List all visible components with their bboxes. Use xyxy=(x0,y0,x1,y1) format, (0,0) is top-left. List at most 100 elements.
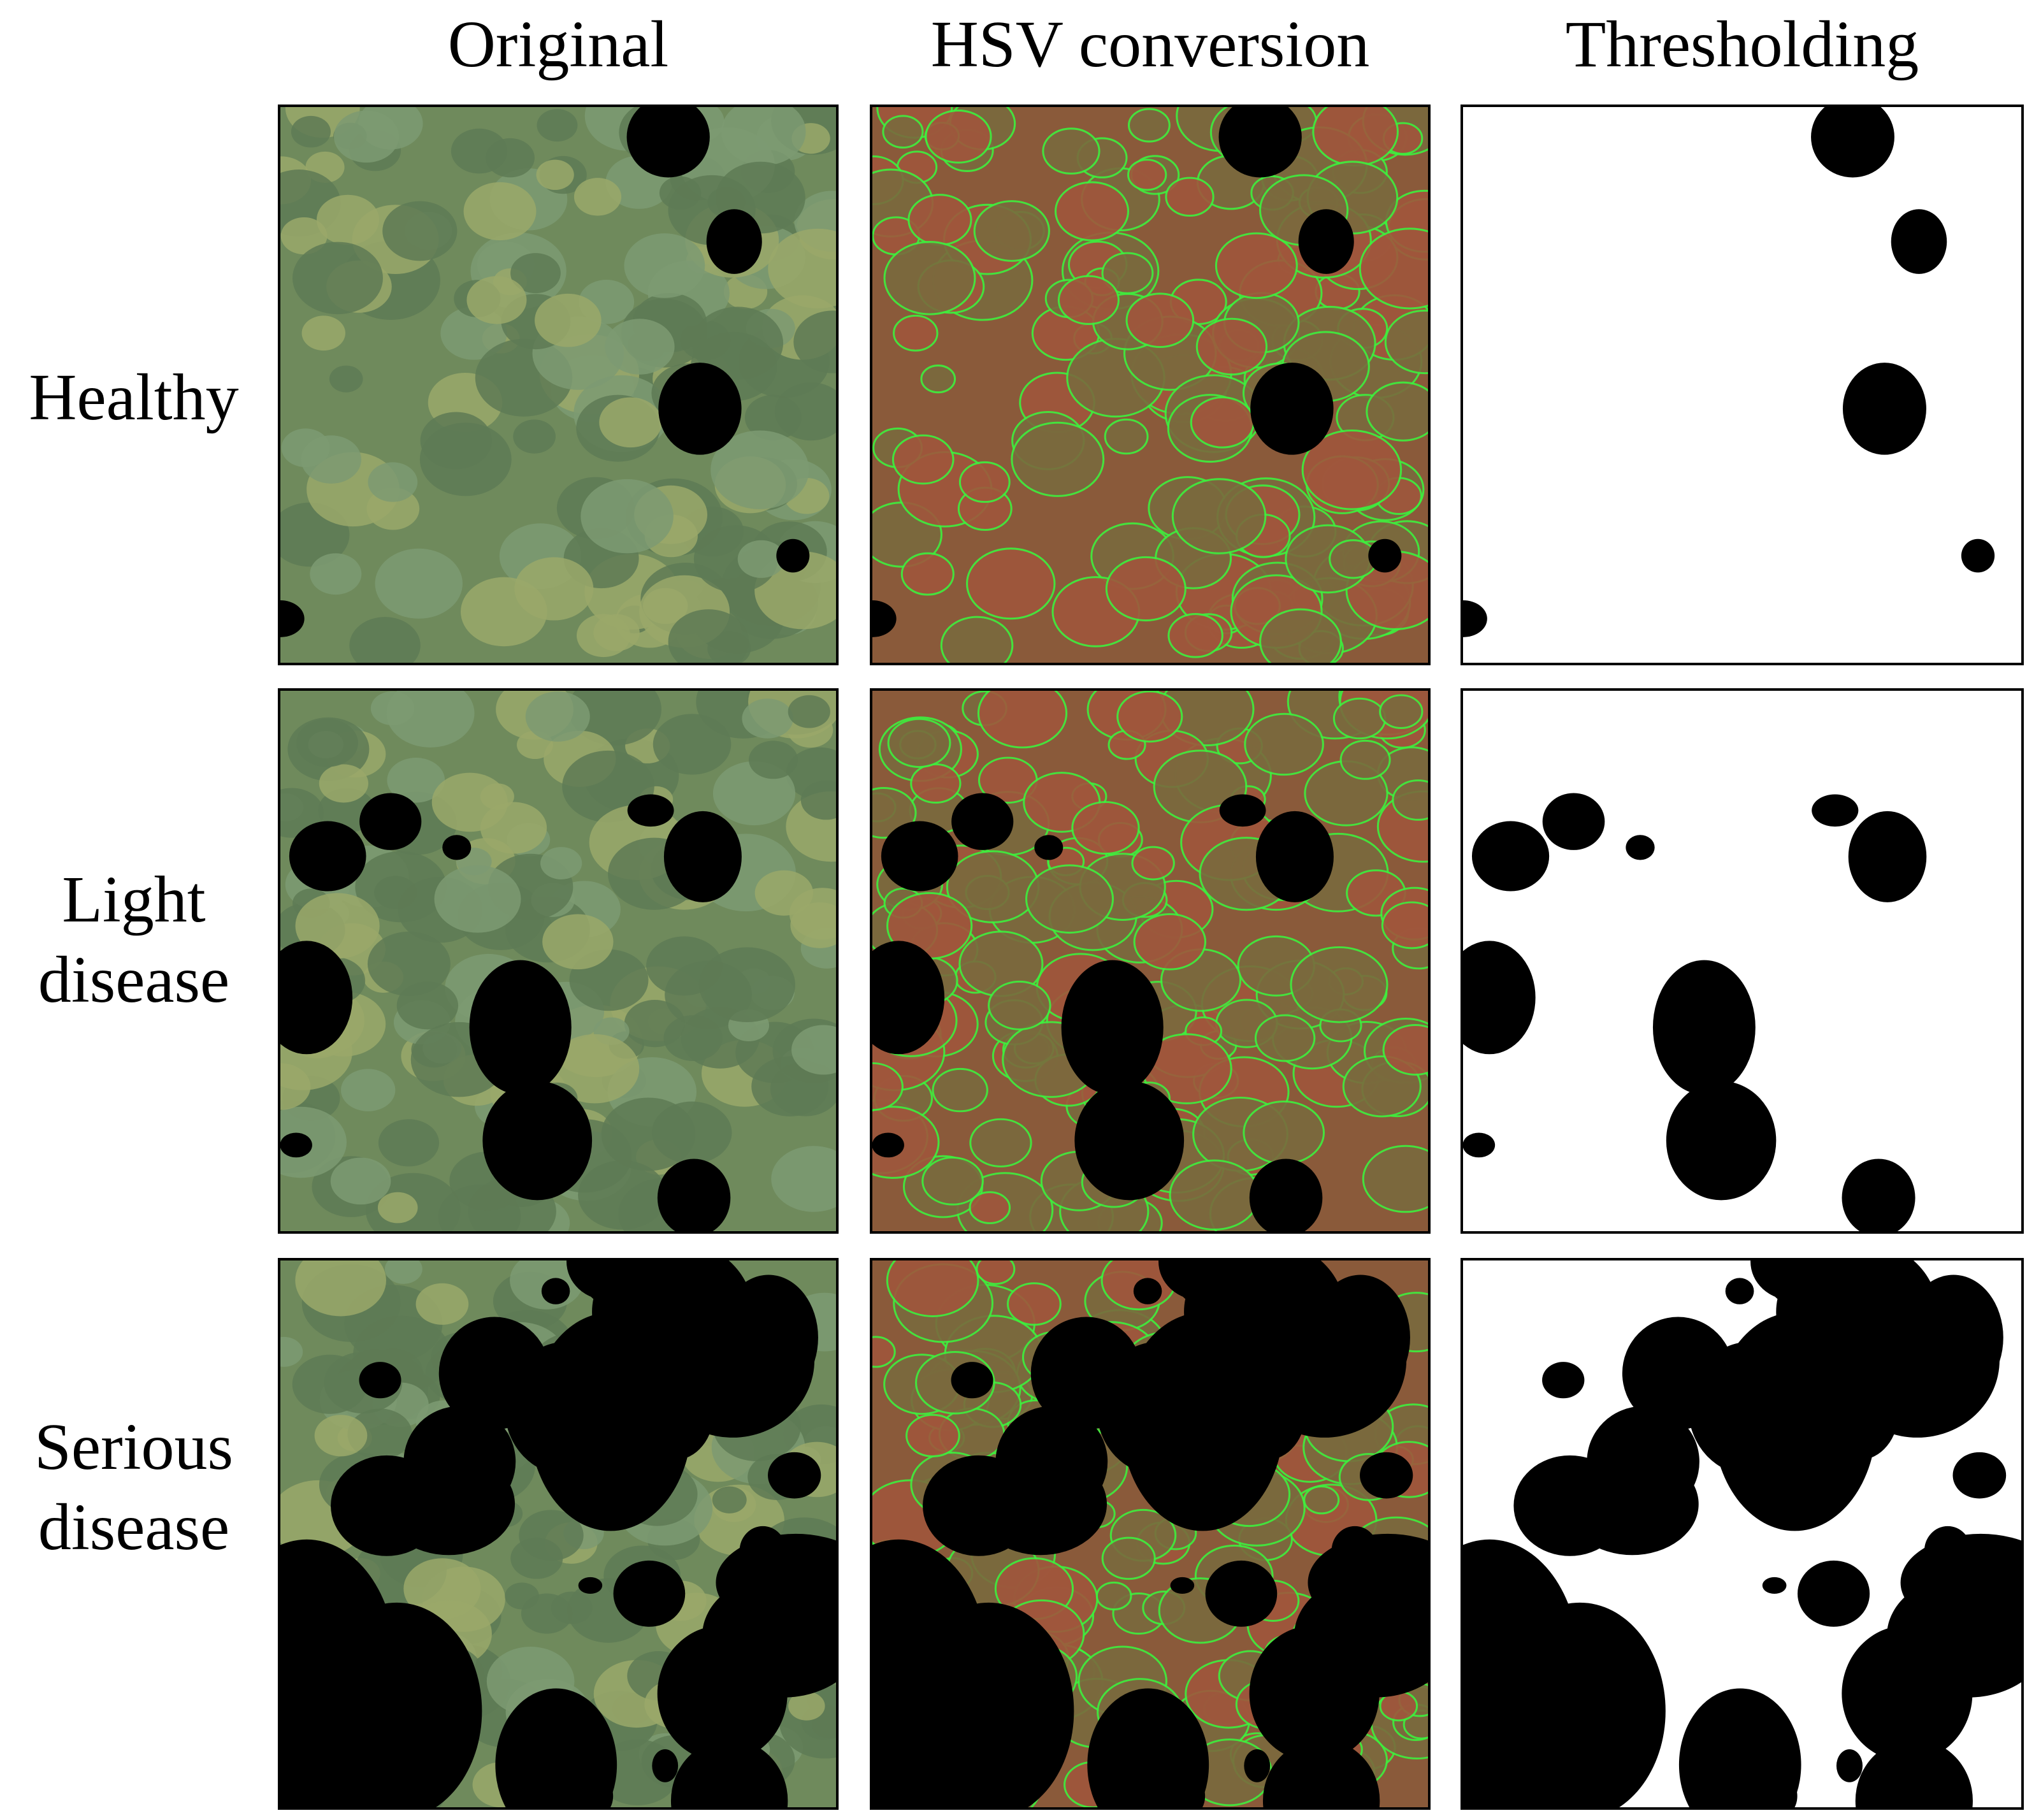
dark-region xyxy=(495,1688,617,1807)
leaf xyxy=(1171,478,1267,554)
leaf xyxy=(793,310,836,373)
leaf xyxy=(368,462,418,502)
leaf xyxy=(663,1015,723,1061)
leaf xyxy=(301,435,362,484)
leaf xyxy=(581,479,674,554)
leaf xyxy=(872,1062,904,1111)
leaf xyxy=(378,1119,440,1167)
leaf xyxy=(653,714,732,775)
dark-region xyxy=(280,1563,326,1610)
leaf xyxy=(1025,864,1114,934)
leaf xyxy=(882,115,924,149)
leaf xyxy=(415,1283,469,1325)
dark-region xyxy=(1675,1019,1703,1041)
leaf xyxy=(1379,694,1424,729)
dark-region xyxy=(1961,538,1995,573)
dark-region xyxy=(1952,1452,2007,1499)
dark-region xyxy=(491,1019,519,1041)
leaf xyxy=(573,178,622,216)
dark-region xyxy=(1762,1577,1787,1594)
leaf xyxy=(1042,127,1100,175)
dark-region xyxy=(1542,1362,1585,1399)
leaf xyxy=(1131,846,1175,881)
leaf xyxy=(1116,691,1183,743)
dark-region xyxy=(1061,960,1164,1095)
leaf xyxy=(788,695,830,728)
leaf xyxy=(742,698,793,739)
leaf xyxy=(1392,779,1428,821)
dark-region xyxy=(1678,1688,1801,1807)
leaf xyxy=(434,865,521,933)
leaf xyxy=(940,616,1014,663)
leaf xyxy=(1105,556,1186,622)
row-label-line: disease xyxy=(38,943,230,1016)
leaf xyxy=(1007,1282,1062,1326)
leaf xyxy=(576,614,631,658)
leaf xyxy=(883,241,976,315)
dark-region xyxy=(716,1533,836,1632)
dark-region xyxy=(872,941,945,1055)
dark-region xyxy=(1170,1577,1195,1594)
leaf xyxy=(1165,177,1215,217)
image-panel xyxy=(870,1258,1431,1810)
dark-region xyxy=(1074,1081,1185,1201)
leaf xyxy=(316,194,380,245)
leaf xyxy=(367,931,451,997)
dark-region xyxy=(324,1633,465,1763)
leaf xyxy=(1071,801,1140,855)
row-label-line: disease xyxy=(38,1491,230,1564)
leaf xyxy=(280,1063,311,1110)
row-label-line: Serious xyxy=(34,1410,233,1484)
leaf xyxy=(920,365,956,394)
leaf xyxy=(451,128,508,174)
leaf xyxy=(280,217,328,255)
leaf xyxy=(605,319,675,375)
dark-region xyxy=(776,538,810,573)
row-label: Light disease xyxy=(0,860,268,1020)
leaf xyxy=(872,1106,940,1179)
dark-region xyxy=(1205,1560,1278,1627)
dark-region xyxy=(541,1278,570,1304)
leaf xyxy=(887,718,951,769)
dark-region xyxy=(657,1625,788,1762)
leaf xyxy=(925,109,992,164)
leaf xyxy=(463,182,537,241)
dark-region xyxy=(1463,1563,1509,1610)
dark-region xyxy=(289,821,366,892)
leaf xyxy=(387,758,445,803)
leaf xyxy=(1169,1159,1260,1231)
row-label-line: Healthy xyxy=(29,361,239,434)
dark-region xyxy=(881,821,958,892)
dark-region xyxy=(706,209,762,274)
leaf xyxy=(466,276,527,324)
leaf xyxy=(1259,608,1342,663)
leaf xyxy=(1290,946,1388,1023)
leaf xyxy=(749,740,798,779)
dark-region xyxy=(916,1633,1057,1763)
image-panel xyxy=(1461,1258,2024,1810)
dark-region xyxy=(657,1159,731,1231)
leaf xyxy=(800,780,836,820)
image xyxy=(280,691,836,1231)
leaf xyxy=(907,194,972,246)
leaf xyxy=(905,1413,960,1457)
leaf xyxy=(310,553,362,595)
image xyxy=(872,691,1428,1231)
leaf xyxy=(932,1067,988,1113)
dark-region xyxy=(658,363,742,455)
image-panel xyxy=(870,688,1431,1234)
leaf xyxy=(921,1157,984,1206)
dark-region xyxy=(872,1132,904,1158)
leaf xyxy=(891,434,955,485)
leaf xyxy=(536,159,574,191)
leaf xyxy=(514,557,594,621)
dark-region xyxy=(1308,1533,1428,1632)
leaf xyxy=(1133,913,1207,971)
dark-region xyxy=(1298,209,1354,274)
leaf xyxy=(292,242,383,315)
leaf xyxy=(1332,697,1387,740)
dark-region xyxy=(1900,1533,2021,1632)
leaf xyxy=(349,617,421,663)
leaf xyxy=(1104,418,1149,455)
dark-region xyxy=(578,1577,603,1594)
